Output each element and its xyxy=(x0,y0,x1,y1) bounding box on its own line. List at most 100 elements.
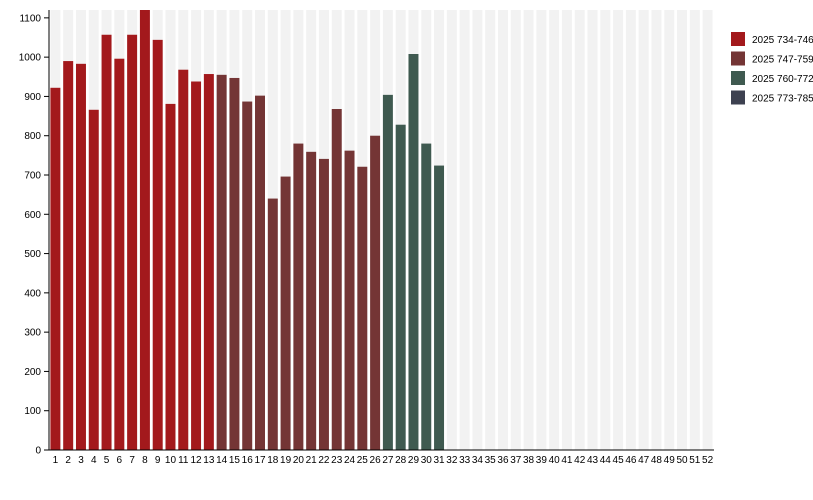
x-tick-label: 2 xyxy=(65,455,71,466)
x-tick-label: 38 xyxy=(523,455,535,466)
x-tick-label: 1 xyxy=(53,455,59,466)
background-band xyxy=(702,10,713,450)
x-tick-label: 9 xyxy=(155,455,161,466)
bar-week-6 xyxy=(114,58,125,450)
bar-week-24 xyxy=(344,150,355,450)
background-band xyxy=(536,10,547,450)
background-band xyxy=(510,10,521,450)
x-tick-label: 48 xyxy=(651,455,663,466)
background-band xyxy=(446,10,457,450)
legend-swatch xyxy=(731,32,745,46)
x-tick-label: 22 xyxy=(318,455,330,466)
y-tick-label: 200 xyxy=(24,367,41,378)
background-band xyxy=(523,10,534,450)
background-band xyxy=(485,10,496,450)
y-tick-label: 1100 xyxy=(19,13,41,24)
x-tick-label: 33 xyxy=(459,455,471,466)
bar-week-29 xyxy=(408,54,419,450)
x-tick-label: 26 xyxy=(370,455,382,466)
y-tick-label: 600 xyxy=(24,210,41,221)
legend-swatch xyxy=(731,71,745,85)
x-tick-label: 43 xyxy=(587,455,599,466)
legend-label: 2025 773-785 xyxy=(752,94,813,105)
y-tick-label: 1000 xyxy=(19,53,42,64)
x-tick-label: 41 xyxy=(561,455,573,466)
x-tick-label: 3 xyxy=(78,455,84,466)
x-tick-label: 17 xyxy=(254,455,266,466)
x-tick-label: 24 xyxy=(344,455,356,466)
x-tick-label: 13 xyxy=(203,455,215,466)
y-tick-label: 500 xyxy=(24,249,41,260)
x-tick-label: 45 xyxy=(613,455,625,466)
background-band xyxy=(689,10,700,450)
bar-week-30 xyxy=(421,143,432,451)
bar-week-15 xyxy=(229,77,240,450)
x-tick-label: 21 xyxy=(306,455,318,466)
legend-label: 2025 734-746 xyxy=(752,35,813,46)
bar-week-20 xyxy=(293,143,304,451)
y-tick-label: 0 xyxy=(35,446,41,457)
legend-label: 2025 760-772 xyxy=(752,74,813,85)
bar-week-8 xyxy=(139,10,150,450)
x-tick-label: 16 xyxy=(242,455,254,466)
y-tick-label: 700 xyxy=(24,171,41,182)
x-tick-label: 20 xyxy=(293,455,305,466)
x-tick-label: 39 xyxy=(536,455,548,466)
x-tick-label: 42 xyxy=(574,455,586,466)
bar-week-1 xyxy=(50,87,61,451)
background-band xyxy=(498,10,508,450)
y-tick-label: 800 xyxy=(24,131,41,142)
background-band xyxy=(587,10,598,450)
background-band xyxy=(625,10,636,450)
background-band xyxy=(472,10,483,450)
background-band xyxy=(549,10,560,450)
bar-week-2 xyxy=(63,61,74,450)
x-tick-label: 40 xyxy=(549,455,561,466)
bar-week-26 xyxy=(370,135,381,450)
x-tick-label: 8 xyxy=(142,455,148,466)
background-band xyxy=(677,10,688,450)
x-tick-label: 4 xyxy=(91,455,97,466)
x-tick-label: 35 xyxy=(485,455,497,466)
bar-week-11 xyxy=(178,69,189,450)
x-tick-label: 51 xyxy=(689,455,701,466)
x-tick-label: 15 xyxy=(229,455,241,466)
y-tick-label: 400 xyxy=(24,288,41,299)
bar-week-27 xyxy=(382,94,393,450)
background-band xyxy=(574,10,585,450)
x-tick-label: 47 xyxy=(638,455,650,466)
bar-week-23 xyxy=(331,109,342,450)
x-tick-label: 29 xyxy=(408,455,420,466)
background-band xyxy=(459,10,470,450)
x-tick-label: 23 xyxy=(331,455,343,466)
x-tick-label: 6 xyxy=(117,455,123,466)
bar-week-17 xyxy=(255,95,265,451)
x-tick-label: 27 xyxy=(382,455,394,466)
bar-week-28 xyxy=(395,124,406,450)
legend-label: 2025 747-759 xyxy=(752,55,813,66)
x-tick-label: 49 xyxy=(664,455,676,466)
bar-week-14 xyxy=(216,74,227,451)
background-band xyxy=(561,10,572,450)
legend-swatch xyxy=(731,51,745,66)
y-tick-label: 300 xyxy=(24,328,41,339)
bar-week-18 xyxy=(267,198,278,450)
x-tick-label: 7 xyxy=(129,455,135,466)
x-tick-label: 11 xyxy=(178,455,189,466)
bar-week-21 xyxy=(306,151,317,451)
bar-week-7 xyxy=(127,34,138,450)
background-band xyxy=(638,10,649,450)
x-tick-label: 18 xyxy=(267,455,279,466)
y-tick-label: 100 xyxy=(24,406,41,417)
x-tick-label: 12 xyxy=(191,455,203,466)
x-tick-label: 46 xyxy=(625,455,637,466)
bar-week-10 xyxy=(165,103,176,451)
bar-week-5 xyxy=(101,34,112,450)
x-tick-label: 36 xyxy=(497,455,509,466)
x-tick-label: 19 xyxy=(280,455,292,466)
x-tick-label: 30 xyxy=(421,455,433,466)
bar-week-4 xyxy=(88,109,99,451)
bar-week-19 xyxy=(280,176,291,451)
bar-week-16 xyxy=(242,101,253,451)
